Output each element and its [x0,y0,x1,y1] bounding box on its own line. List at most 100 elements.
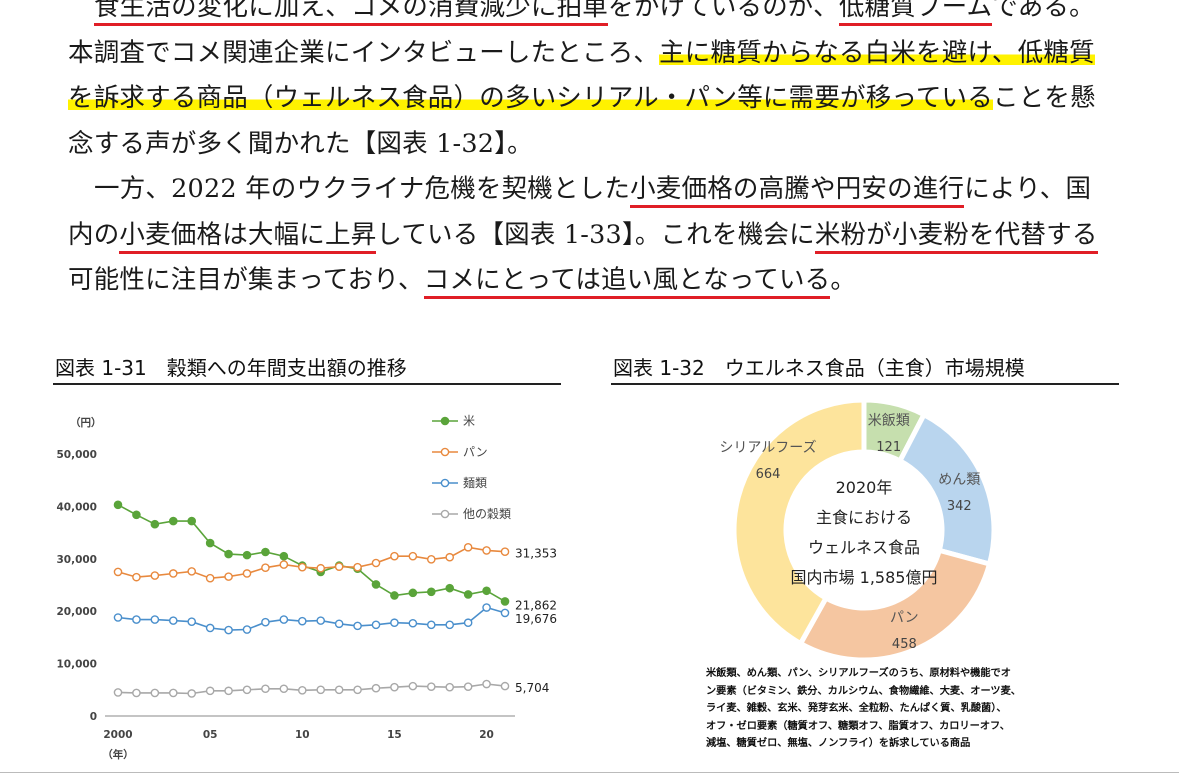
data-point [205,573,215,583]
donut-center-text: 2020年 [836,478,893,497]
data-point [168,688,178,698]
note-line: オフ・ゼロ要素（糖質オフ、糖類オフ、脂質オフ、カロリーオフ、 [706,720,1010,732]
donut-center-text: 国内市場 1,585億円 [791,568,938,587]
series-end-label: 21,862 [515,598,557,612]
text-segment: 。 [830,265,857,295]
data-point [187,689,197,698]
data-point [187,617,197,626]
data-point [279,551,289,561]
text-segment: している【図表 1-33】。これを機会に [376,219,815,250]
data-point [224,625,233,635]
paragraph-2: 一方、2022 年のウクライナ危機を契機とした小麦価格の高騰や円安の進行により、… [68,167,1118,304]
paragraph-1-line-4: 念する声が多く聞かれた【図表 1-32】。 [68,122,1118,168]
data-point [463,618,473,628]
legend-label: 他の穀類 [463,507,511,521]
data-point [205,623,215,633]
data-point [150,571,160,580]
data-point [445,552,455,562]
figure-32-title-rule [611,383,1119,385]
page-bottom-rule [0,772,1179,773]
data-point [463,542,473,552]
text-segment: である。 [992,0,1095,22]
series-line-3 [117,683,506,695]
x-tick-label: 15 [387,729,402,741]
series-line-0 [117,504,506,603]
series-line-1 [117,546,506,580]
text-segment: 念する声が多く聞かれた【図表 1-32】。 [68,128,533,159]
x-tick-label: 2000 [103,729,132,741]
donut-slice-value: 121 [876,440,901,455]
legend-marker [440,509,450,519]
y-tick-label: 0 [90,711,97,723]
data-point [297,686,307,695]
data-point [390,618,399,628]
data-point [371,620,381,630]
paragraph-1-line-1: 食生活の変化に加え、コメの消費減少に拍車をかけているのが、低糖質ブームである。 [68,0,1118,31]
underlined-phrase: 小麦価格は大幅に上昇 [119,219,377,254]
data-point [500,681,510,691]
data-point [426,555,436,564]
paragraph-2-line-3: 可能性に注目が集まっており、コメにとっては追い風となっている。 [68,258,1118,304]
donut-slice-2 [797,547,993,663]
underlined-phrase: コメにとっては追い風となっている [423,265,831,299]
data-point [297,616,307,626]
text-segment: 本調査でコメ関連企業にインタビューしたところ、 [68,37,660,68]
data-point [261,684,270,694]
donut-center-text: ウェルネス食品 [808,538,920,557]
data-point [426,587,436,597]
donut-slice-label: 米飯類 [868,412,910,429]
legend-label: 米 [463,414,475,428]
data-point [132,688,141,698]
data-point [113,613,123,622]
data-point [353,685,362,695]
series-end-label: 31,353 [515,547,557,561]
data-point [224,572,233,581]
data-point [297,562,307,572]
data-point [445,583,455,593]
legend-marker [440,416,450,426]
donut-slice-value: 342 [947,499,972,514]
note-line: ン要素（ビタミン、鉄分、カルシウム、食物繊維、大麦、オーツ麦、 [706,685,1021,697]
series-end-label: 5,704 [515,681,549,695]
text-segment: 一方、2022 年のウクライナ危機を契機とした [94,174,631,204]
data-point [242,685,252,695]
data-point [261,547,270,557]
data-point [390,682,399,692]
figure-32-note: 米飯類、めん類、パン、シリアルフーズのうち、原材料や機能でオ ン要素（ビタミン、… [706,665,1051,753]
data-point [426,682,436,691]
data-point [408,618,418,628]
series-end-label: 19,676 [515,612,557,626]
paragraph-1-line-3: を訴求する商品（ウェルネス食品）の多いシリアル・パン等に需要が移っていることを懸 [68,76,1118,122]
paragraph-1: 食生活の変化に加え、コメの消費減少に拍車をかけているのが、低糖質ブームである。 … [68,0,1118,167]
data-point [482,679,491,689]
data-point [334,619,344,629]
underlined-phrase: 低糖質ブーム [838,0,993,26]
y-tick-label: 20,000 [56,606,97,618]
data-point [187,567,197,576]
legend-marker [440,478,450,488]
data-point [316,685,326,695]
x-tick-label: 20 [479,729,494,741]
data-point [482,603,491,612]
data-point [205,686,215,696]
data-point [261,563,270,573]
figure-31-title-rule [53,383,561,385]
data-point [500,608,510,618]
data-point [390,551,399,561]
data-point [500,547,510,557]
data-point [500,597,510,606]
donut-center-text: 主食における [816,508,912,527]
data-point [242,625,252,634]
donut-slice-3 [731,397,867,647]
data-point [224,686,233,696]
data-point [482,586,491,596]
paragraph-1-line-2: 本調査でコメ関連企業にインタビューしたところ、主に糖質からなる白米を避け、低糖質 [68,31,1118,77]
paragraph-2-line-2: 内の小麦価格は大幅に上昇している【図表 1-33】。これを機会に米粉が小麦粉を代… [68,213,1118,259]
data-point [113,688,123,697]
data-point [205,538,215,548]
underlined-phrase: 小麦価格の高騰や円安の進行 [630,174,965,208]
data-point [316,563,326,573]
highlighted-phrase: を訴求する商品（ウェルネス食品）の多いシリアル・パン等に需要が移っている [68,83,993,113]
note-line: ライ麦、雑穀、玄米、発芽玄米、全粒粉、たんぱく質、乳酸菌）、 [706,703,1007,714]
x-axis-unit-label: （年） [102,748,134,761]
